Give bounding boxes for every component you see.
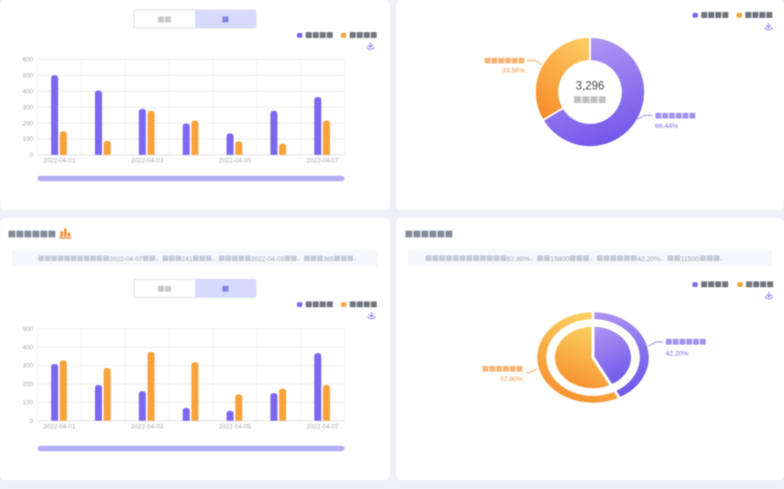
svg-text:66.44%: 66.44% [655, 123, 678, 130]
svg-text:300: 300 [23, 363, 34, 370]
svg-text:365: 365 [323, 256, 334, 263]
svg-text:2022-04-05: 2022-04-05 [219, 158, 252, 165]
svg-text:500: 500 [23, 73, 34, 80]
svg-text:2022-04-03: 2022-04-03 [251, 256, 285, 263]
svg-text:2022-04-07: 2022-04-07 [306, 424, 339, 431]
svg-text:600: 600 [23, 57, 34, 64]
svg-text:200: 200 [23, 120, 34, 127]
svg-text:100: 100 [23, 136, 34, 143]
svg-text:200: 200 [23, 381, 34, 388]
svg-text:2022-04-07: 2022-04-07 [306, 158, 339, 165]
svg-text:2022-04-03: 2022-04-03 [131, 158, 164, 165]
svg-text:57.80%: 57.80% [507, 256, 530, 263]
svg-text:400: 400 [23, 344, 34, 351]
svg-text:500: 500 [23, 326, 34, 333]
svg-text:2022-04-03: 2022-04-03 [131, 424, 164, 431]
svg-text:2022-04-01: 2022-04-01 [43, 424, 76, 431]
svg-text:11500: 11500 [681, 256, 700, 263]
svg-text:300: 300 [23, 104, 34, 111]
svg-text:0: 0 [30, 418, 34, 425]
svg-text:57.80%: 57.80% [500, 376, 523, 383]
svg-text:3,296: 3,296 [576, 81, 605, 93]
svg-text:2022-04-05: 2022-04-05 [219, 424, 252, 431]
svg-text:42.20%: 42.20% [666, 350, 689, 357]
svg-text:33.56%: 33.56% [502, 68, 525, 75]
svg-text:2022-04-01: 2022-04-01 [43, 158, 76, 165]
svg-text:100: 100 [23, 400, 34, 407]
svg-text:0: 0 [30, 152, 34, 159]
svg-text:15800: 15800 [550, 256, 569, 263]
svg-text:241: 241 [182, 256, 193, 263]
svg-text:42.20%: 42.20% [637, 256, 660, 263]
svg-text:2022-04-07: 2022-04-07 [109, 256, 143, 263]
svg-text:400: 400 [23, 88, 34, 95]
